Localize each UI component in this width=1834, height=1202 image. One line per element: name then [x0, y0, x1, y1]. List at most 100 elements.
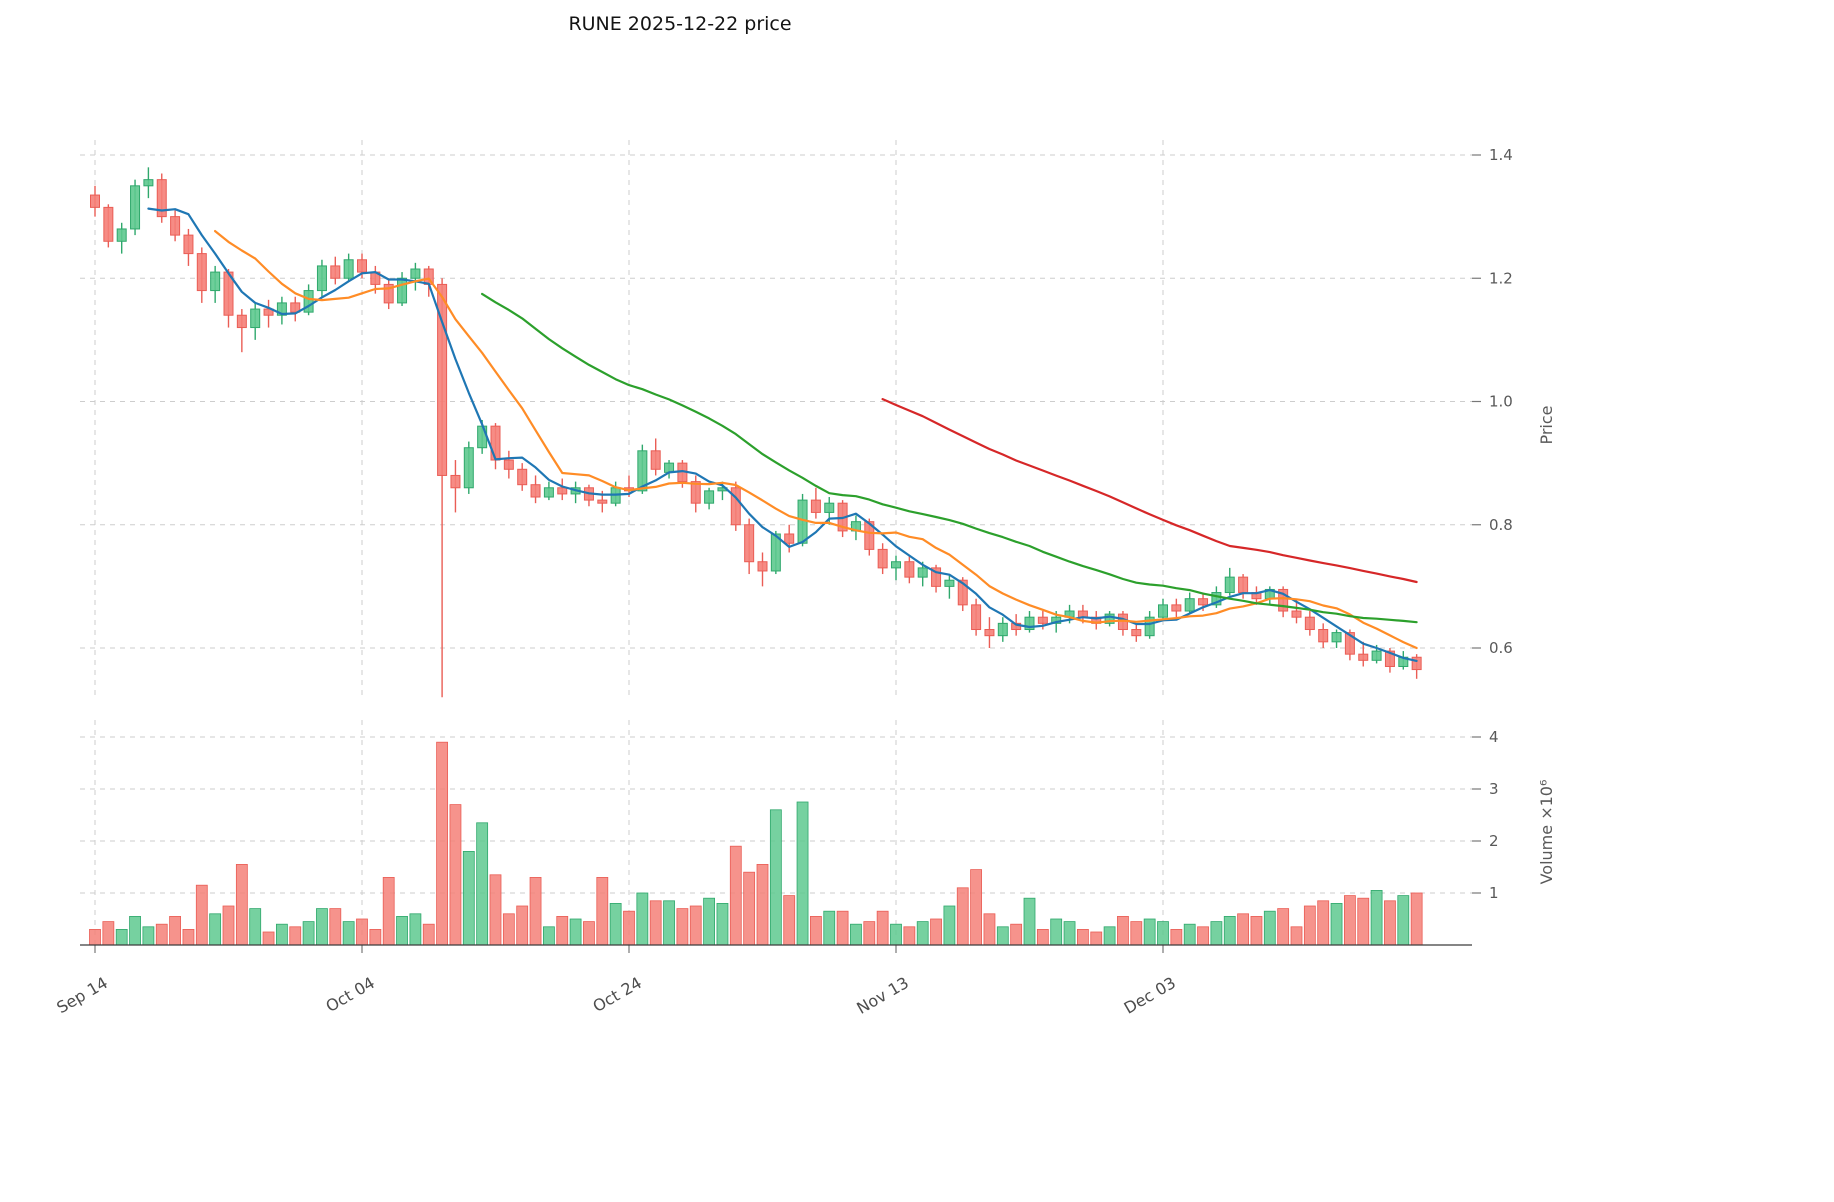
candle	[704, 487, 715, 510]
grid-lines	[80, 140, 1472, 945]
candle	[757, 552, 768, 587]
volume-tick-label: 3	[1489, 780, 1499, 798]
volume-bar	[1010, 923, 1023, 946]
axes-ticks-labels: 0.6 0.8 1.0 1.2 1.4 1 2 3 4 Sep 14 Oct 04 Oct 24 Nov…	[53, 146, 1513, 1018]
volume-bar	[155, 923, 168, 946]
volume-bar	[729, 845, 742, 946]
volume-bar	[222, 905, 235, 946]
volume-bar	[796, 801, 809, 946]
candle	[437, 278, 448, 698]
volume-bar	[1384, 900, 1396, 946]
volume-bar	[970, 869, 982, 946]
volume-bar	[382, 877, 395, 946]
candle	[1304, 611, 1315, 636]
candle	[383, 278, 394, 310]
candle	[690, 475, 701, 513]
candle	[156, 173, 167, 223]
volume-bar	[836, 910, 849, 946]
volume-bar	[903, 926, 916, 946]
volume-bar	[1303, 905, 1316, 946]
candle	[1158, 598, 1168, 621]
volume-bar	[502, 913, 515, 946]
candle	[130, 179, 141, 236]
candle	[263, 299, 274, 328]
volume-bar	[676, 908, 689, 946]
volume-bar	[129, 916, 141, 946]
volume-bar	[663, 900, 675, 946]
volume-bar	[516, 905, 529, 946]
volume-bar	[262, 931, 275, 946]
volume-tick-label: 4	[1489, 728, 1499, 746]
volume-bar	[1210, 921, 1223, 946]
volume-bar	[195, 884, 208, 946]
candles	[90, 167, 1422, 698]
candle	[557, 478, 568, 501]
candle	[770, 530, 781, 575]
volume-bar	[529, 877, 542, 946]
volume-bar	[142, 926, 155, 946]
candle	[730, 481, 741, 531]
candle	[904, 555, 915, 584]
candle	[170, 210, 181, 242]
volume-bar	[489, 874, 502, 946]
candle	[543, 481, 554, 501]
candle	[891, 555, 901, 581]
candle	[583, 484, 594, 507]
price-tick-label: 0.8	[1489, 516, 1513, 534]
volume-bar	[890, 923, 902, 946]
volume-bar	[1090, 931, 1103, 946]
candle	[316, 259, 327, 297]
candle	[810, 487, 821, 519]
volume-bar	[1157, 921, 1169, 946]
candle	[1184, 592, 1195, 615]
volume-bar	[876, 910, 889, 946]
volume-bar	[462, 851, 475, 946]
candle	[90, 185, 100, 217]
volume-bar	[1263, 910, 1276, 946]
price-tick-label: 1.0	[1489, 393, 1513, 411]
price-tick-label: 0.6	[1489, 639, 1513, 657]
volume-bar	[1183, 923, 1196, 946]
candle	[410, 262, 421, 291]
volume-bar	[289, 926, 302, 946]
volume-bar	[1117, 916, 1129, 946]
volume-bar	[716, 903, 729, 946]
volume-bar	[569, 918, 582, 946]
volume-bar	[1023, 897, 1036, 946]
volume-bar	[983, 913, 996, 946]
candle	[530, 475, 541, 504]
volume-bar	[1063, 921, 1076, 946]
volume-bar	[930, 918, 942, 946]
volume-bar	[102, 921, 115, 946]
volume-bar	[703, 897, 715, 946]
volume-bar	[1237, 913, 1249, 946]
volume-bar	[596, 877, 609, 946]
candle	[1171, 598, 1182, 618]
volume-bar	[1330, 903, 1343, 946]
candle	[343, 253, 354, 282]
x-tick-label: Oct 04	[323, 973, 378, 1016]
volume-bar	[409, 913, 422, 946]
volume-bar	[649, 900, 662, 946]
volume-bar	[1103, 926, 1116, 946]
candle	[1318, 623, 1329, 648]
candle	[1024, 611, 1035, 633]
volume-bar	[756, 864, 769, 946]
volume-bar	[943, 905, 956, 946]
candle	[450, 460, 461, 513]
volume-bar	[209, 913, 222, 946]
volume-bar	[850, 923, 862, 946]
candle	[744, 518, 755, 575]
candle	[997, 617, 1008, 642]
volume-bar	[89, 929, 101, 946]
price-tick-label: 1.2	[1489, 269, 1513, 287]
volume-bar	[1143, 918, 1156, 946]
volume-bar	[369, 929, 382, 946]
volume-bar	[609, 903, 622, 946]
candle	[196, 247, 207, 303]
volume-bar	[1317, 900, 1330, 946]
volume-bar	[583, 921, 595, 946]
candle	[1131, 623, 1142, 642]
